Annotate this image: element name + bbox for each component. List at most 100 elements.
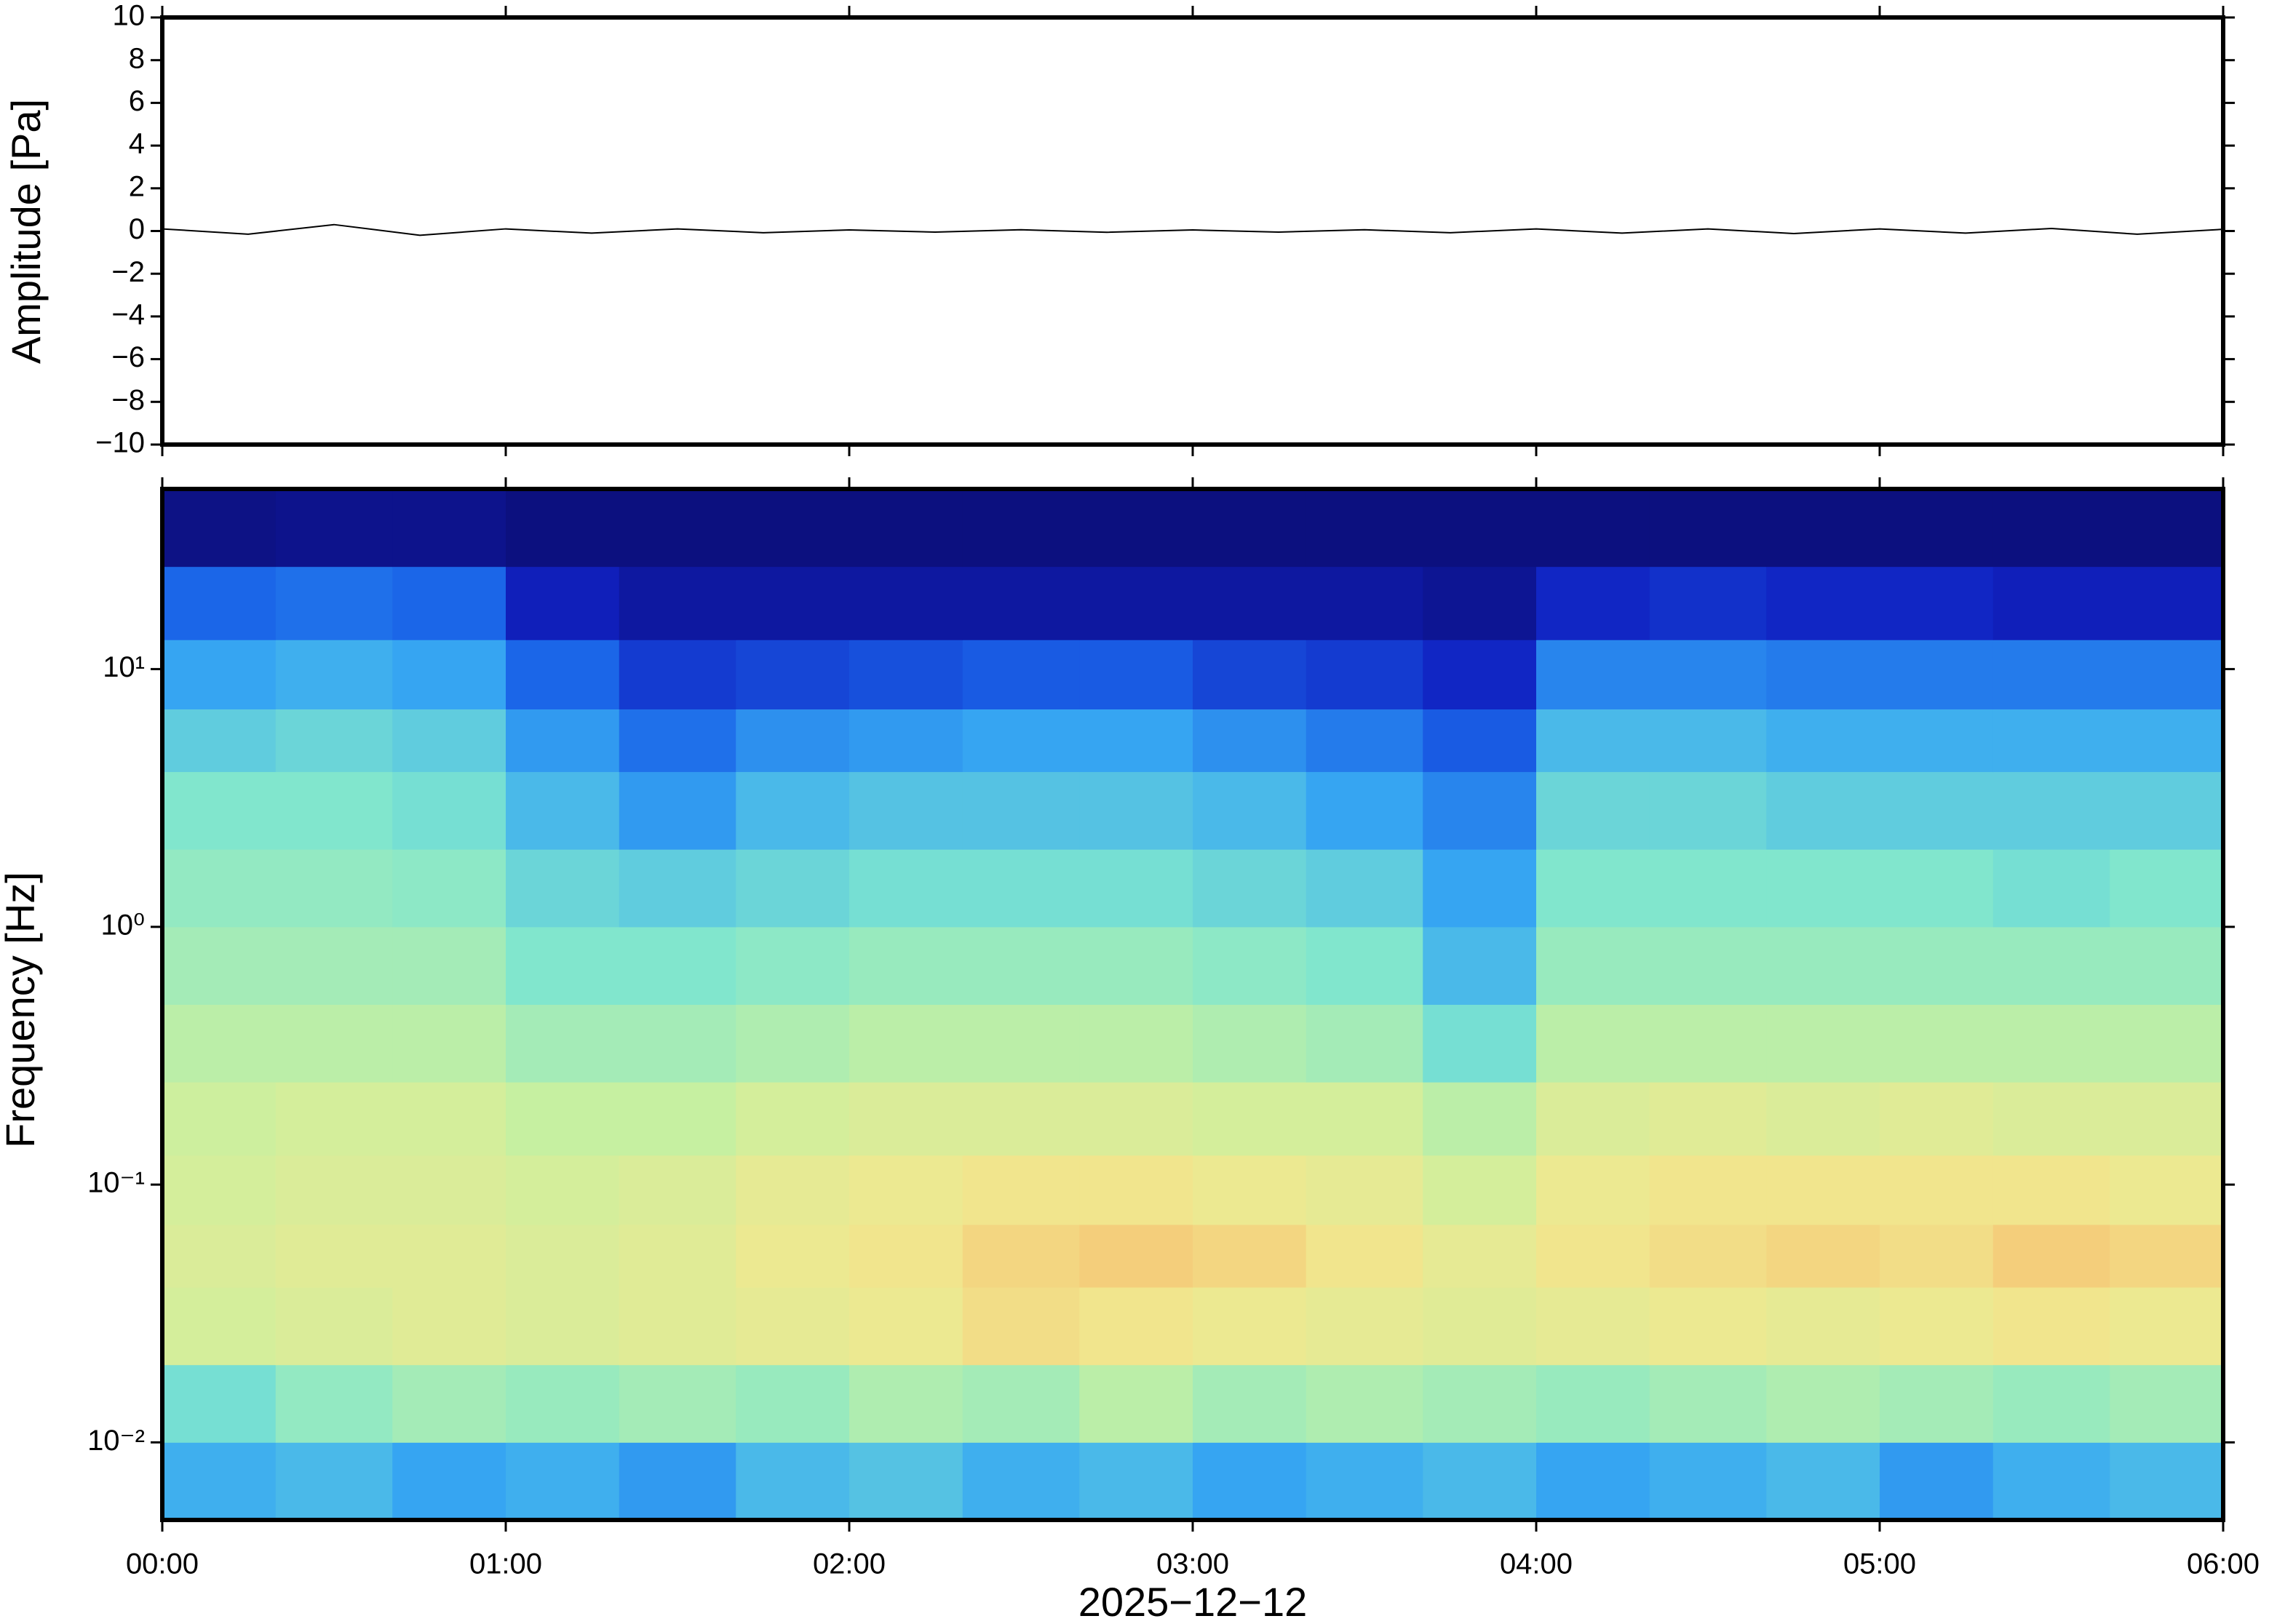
spectrogram-cell bbox=[1079, 709, 1193, 773]
spectrogram-cell bbox=[275, 566, 393, 640]
spectrogram-cell bbox=[1880, 489, 1994, 568]
spectrogram-cell bbox=[1193, 849, 1307, 928]
spectrogram-cell bbox=[275, 640, 393, 709]
spectrogram-cell bbox=[162, 849, 277, 928]
spectrogram-cell bbox=[1193, 1155, 1307, 1225]
spectrogram-cell bbox=[1079, 1155, 1193, 1225]
spectrogram-cell bbox=[1649, 771, 1767, 850]
spectrogram-cell bbox=[392, 1155, 506, 1225]
spectrogram-cell bbox=[1992, 771, 2110, 850]
spectrogram-cell bbox=[1536, 709, 1650, 773]
spectrogram-cell bbox=[1766, 771, 1880, 850]
spectrogram-cell bbox=[1193, 1082, 1307, 1156]
spectrogram-cell bbox=[392, 1287, 506, 1366]
spectrogram-cell bbox=[962, 640, 1080, 709]
spectrogram-cell bbox=[1649, 1082, 1767, 1156]
spectrogram-cell bbox=[1193, 489, 1307, 568]
spectrogram-cell bbox=[1079, 1364, 1193, 1443]
spectrogram-cell bbox=[392, 566, 506, 640]
spectrogram-cell bbox=[162, 489, 277, 568]
spectrogram-cell bbox=[2110, 926, 2224, 1005]
spectrogram-cell bbox=[736, 566, 850, 640]
spectrogram-cell bbox=[2110, 640, 2224, 709]
x-tick-label: 00:00 bbox=[126, 1548, 199, 1580]
spectrogram-cell bbox=[1193, 1004, 1307, 1083]
spectrogram-cell bbox=[736, 1364, 850, 1443]
x-tick-label: 02:00 bbox=[813, 1548, 886, 1580]
spectrogram-cell bbox=[1880, 1224, 1994, 1288]
spectrogram-cell bbox=[1992, 849, 2110, 928]
spectrogram-cell bbox=[1766, 640, 1880, 709]
spectrogram-cell bbox=[506, 566, 620, 640]
spectrogram-cell bbox=[506, 1155, 620, 1225]
spectrogram-cell bbox=[1423, 1442, 1537, 1521]
spectrogram-cell bbox=[1992, 1364, 2110, 1443]
spectrogram-cell bbox=[1766, 1287, 1880, 1366]
spectrogram-cell bbox=[1536, 566, 1650, 640]
spectrogram-cell bbox=[619, 849, 736, 928]
spectrogram-cell bbox=[962, 1364, 1080, 1443]
spectrogram-cell bbox=[962, 1004, 1080, 1083]
spectrogram-cell bbox=[1536, 1442, 1650, 1521]
spectrogram-cell bbox=[1992, 1224, 2110, 1288]
spectrogram-cell bbox=[275, 1287, 393, 1366]
spectrogram-cell bbox=[1423, 709, 1537, 773]
plot-frame bbox=[160, 15, 2225, 447]
spectrogram-cell bbox=[736, 1004, 850, 1083]
spectrogram-cell bbox=[1423, 926, 1537, 1005]
spectrogram-cell bbox=[506, 849, 620, 928]
spectrogram-cell bbox=[2110, 1004, 2224, 1083]
spectrogram-cell bbox=[1536, 771, 1650, 850]
spectrogram-cell bbox=[1766, 926, 1880, 1005]
spectrogram-cell bbox=[1880, 849, 1994, 928]
spectrogram-cell bbox=[1193, 640, 1307, 709]
spectrogram-cell bbox=[1423, 1082, 1537, 1156]
spectrogram-cell bbox=[1423, 1155, 1537, 1225]
spectrogram-cell bbox=[1649, 1224, 1767, 1288]
spectrogram-cell bbox=[1079, 640, 1193, 709]
spectrogram-cell bbox=[1766, 849, 1880, 928]
spectrogram-cell bbox=[162, 926, 277, 1005]
spectrogram-cell bbox=[1992, 566, 2110, 640]
spectrogram-cell bbox=[619, 1004, 736, 1083]
spectrogram-cell bbox=[1880, 771, 1994, 850]
spectrogram-cell bbox=[1992, 1287, 2110, 1366]
spectrogram-cell bbox=[1992, 1004, 2110, 1083]
spectrogram-cell bbox=[1766, 1224, 1880, 1288]
spectrogram-cell bbox=[1536, 1155, 1650, 1225]
spectrogram-cell bbox=[392, 771, 506, 850]
spectrogram-cell bbox=[162, 1287, 277, 1366]
spectrogram-cell bbox=[2110, 1155, 2224, 1225]
spectrogram-cell bbox=[275, 1364, 393, 1443]
spectrogram-cell bbox=[619, 1082, 736, 1156]
spectrogram-cell bbox=[849, 566, 963, 640]
spectrogram-cell bbox=[1649, 1364, 1767, 1443]
spectrogram-cell bbox=[162, 1004, 277, 1083]
spectrogram-cell bbox=[2110, 771, 2224, 850]
spectrogram-cell bbox=[962, 926, 1080, 1005]
spectrogram-cell bbox=[2110, 1082, 2224, 1156]
spectrogram-cell bbox=[1306, 1004, 1423, 1083]
spectrogram-cell bbox=[1766, 1004, 1880, 1083]
spectrogram-cell bbox=[275, 1004, 393, 1083]
spectrogram-cell bbox=[962, 1442, 1080, 1521]
spectrogram-cell bbox=[1306, 849, 1423, 928]
spectrogram-cell bbox=[619, 1442, 736, 1521]
spectrogram-cell bbox=[619, 1155, 736, 1225]
spectrogram-cell bbox=[1306, 566, 1423, 640]
spectrogram-cell bbox=[275, 709, 393, 773]
spectrogram-cell bbox=[506, 1287, 620, 1366]
spectrogram-cell bbox=[1536, 849, 1650, 928]
spectrogram-cell bbox=[1306, 1155, 1423, 1225]
spectrogram-cell bbox=[1423, 489, 1537, 568]
spectrogram-cell bbox=[1649, 709, 1767, 773]
spectrogram-cell bbox=[849, 771, 963, 850]
spectrogram-cell bbox=[275, 1442, 393, 1521]
spectrogram-cell bbox=[1079, 1082, 1193, 1156]
spectrogram-cell bbox=[619, 1224, 736, 1288]
spectrogram-cell bbox=[1306, 1442, 1423, 1521]
spectrogram-cell bbox=[736, 771, 850, 850]
spectrogram-cell bbox=[619, 1364, 736, 1443]
spectrogram-cell bbox=[275, 849, 393, 928]
y-axis-label: Frequency [Hz] bbox=[0, 872, 43, 1148]
